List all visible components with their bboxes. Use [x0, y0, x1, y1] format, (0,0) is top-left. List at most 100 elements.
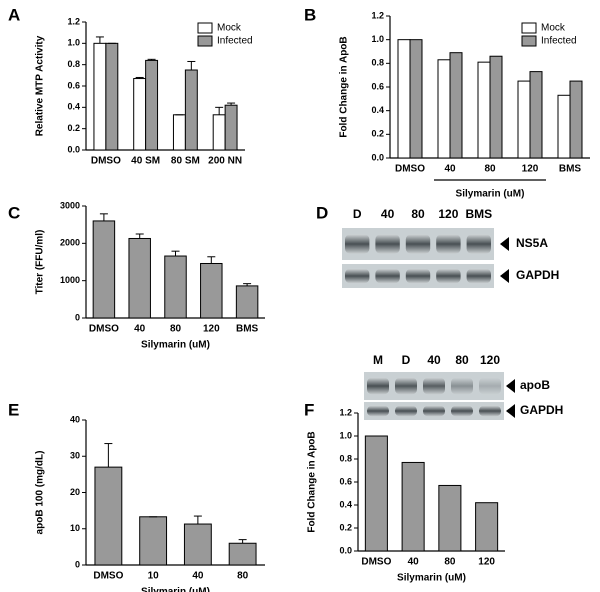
error-bar [135, 76, 144, 79]
bar [172, 114, 186, 151]
lane-label: 120 [480, 353, 500, 367]
blot-band [345, 234, 370, 254]
band-label: GAPDH [520, 403, 563, 417]
panel-letter: E [8, 400, 19, 419]
x-tick-label: 10 [148, 571, 160, 582]
blot-band [436, 234, 461, 254]
x-tick-label: 40 SM [131, 156, 160, 167]
y-axis-label: Fold Change in ApoB [339, 36, 350, 137]
y-tick-label: 30 [70, 451, 80, 461]
x-tick-label: BMS [559, 164, 582, 175]
y-tick-label: 0.6 [371, 81, 384, 91]
x-tick-label: DMSO [91, 156, 121, 167]
bar [569, 80, 583, 159]
error-bar [243, 283, 252, 286]
y-tick-label: 0.4 [339, 499, 352, 509]
bar [228, 542, 257, 566]
x-tick-label: 200 NN [208, 156, 242, 167]
bar [529, 71, 543, 159]
lane-label: 80 [411, 207, 425, 221]
blot-band [345, 268, 370, 284]
x-tick-label: DMSO [395, 164, 425, 175]
y-tick-label: 0.2 [371, 129, 384, 139]
blot-band [423, 405, 445, 417]
blot-band [375, 234, 400, 254]
error-bar [227, 102, 236, 106]
error-bar [171, 250, 180, 257]
bar [475, 502, 499, 552]
x-tick-label: 120 [478, 557, 495, 568]
arrowhead [500, 269, 509, 283]
blot-band [466, 234, 491, 254]
bar [438, 484, 462, 552]
legend-label: Infected [217, 36, 253, 47]
x-tick-label: 80 [170, 324, 182, 335]
x-tick-label: 40 [408, 557, 420, 568]
band-label: GAPDH [516, 268, 559, 282]
y-tick-label: 0.6 [339, 476, 352, 486]
arrowhead [500, 237, 509, 251]
x-axis-label: Silymarin (uM) [397, 573, 466, 584]
lane-label: BMS [465, 207, 492, 221]
y-tick-label: 0 [75, 559, 80, 569]
x-tick-label: 40 [192, 571, 204, 582]
y-tick-label: 0.4 [371, 105, 384, 115]
legend-label: Mock [541, 23, 566, 34]
y-tick-label: 0.6 [67, 80, 80, 90]
band-label: apoB [520, 378, 550, 392]
y-tick-label: 20 [70, 487, 80, 497]
blot-band [423, 377, 445, 395]
y-tick-label: 1.2 [371, 10, 384, 20]
band-label: NS5A [516, 236, 548, 250]
bar [133, 78, 147, 151]
y-tick-label: 0.4 [67, 102, 80, 112]
y-axis-label: Titer (FFU/ml) [35, 230, 46, 295]
lane-label: D [402, 353, 411, 367]
y-tick-label: 0.8 [67, 59, 80, 69]
lane-label: 40 [381, 207, 395, 221]
y-tick-label: 0.8 [339, 453, 352, 463]
y-tick-label: 0.0 [67, 144, 80, 154]
x-tick-label: DMSO [361, 557, 391, 568]
y-tick-label: 0.2 [339, 522, 352, 532]
bar [105, 42, 119, 151]
bar [139, 516, 168, 566]
y-tick-label: 10 [70, 523, 80, 533]
arrowhead [506, 379, 515, 393]
x-axis-label: Silymarin (uM) [141, 587, 210, 592]
y-axis-label: Relative MTP Activity [35, 35, 46, 136]
lane-label: M [373, 353, 383, 367]
bar [557, 94, 571, 159]
x-tick-label: BMS [236, 324, 259, 335]
x-tick-label: 80 [444, 557, 456, 568]
bar [184, 69, 198, 151]
bar [183, 523, 212, 566]
x-tick-label: 80 SM [171, 156, 200, 167]
blot-band [479, 405, 501, 417]
blot-band [367, 377, 389, 395]
x-tick-label: DMSO [89, 324, 119, 335]
y-tick-label: 0.2 [67, 123, 80, 133]
panel-letter: F [304, 400, 314, 419]
error-bar [99, 213, 108, 221]
y-tick-label: 0 [75, 312, 80, 322]
x-tick-label: 40 [134, 324, 146, 335]
error-bar [135, 233, 144, 239]
x-tick-label: 80 [237, 571, 249, 582]
error-bar [95, 36, 104, 44]
y-tick-label: 1.0 [371, 34, 384, 44]
bar [164, 255, 187, 319]
error-bar [238, 539, 247, 544]
bar [364, 435, 388, 552]
legend-swatch [521, 22, 537, 34]
bar [93, 42, 107, 151]
error-bar [147, 58, 156, 61]
x-tick-label: 120 [522, 164, 539, 175]
y-tick-label: 0.0 [371, 152, 384, 162]
error-bar [215, 106, 224, 115]
y-tick-label: 1.0 [339, 430, 352, 440]
x-tick-label: 40 [444, 164, 456, 175]
bar [235, 285, 259, 319]
panel-letter: A [8, 5, 20, 24]
